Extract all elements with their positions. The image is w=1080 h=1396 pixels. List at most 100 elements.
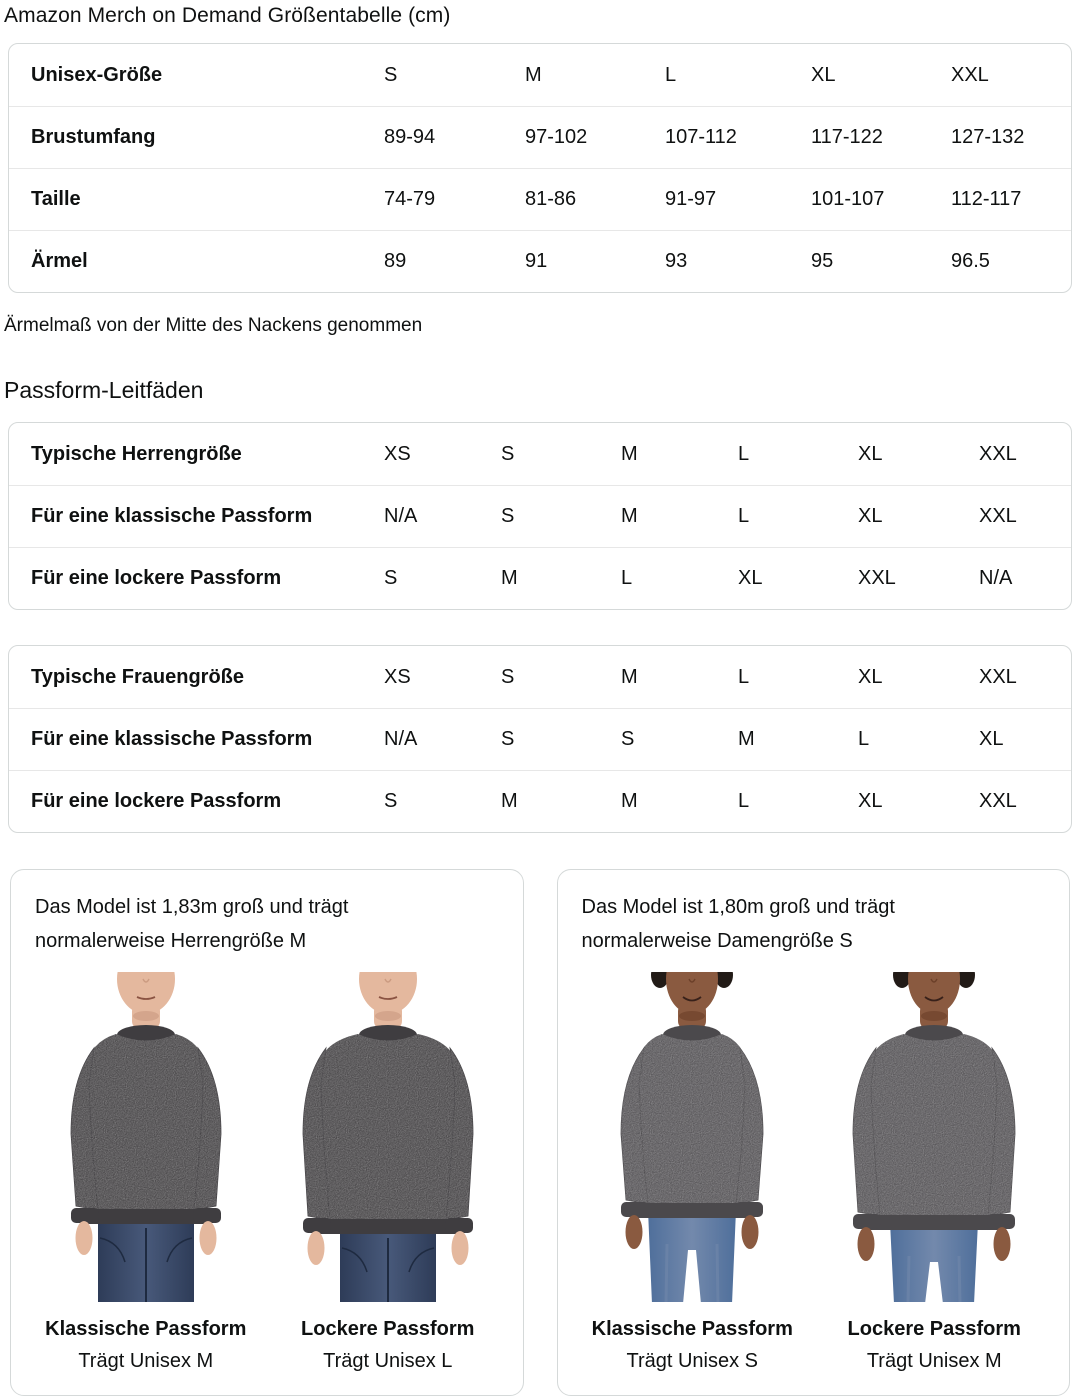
row-label: Für eine lockere Passform <box>9 547 362 609</box>
fit-table-body: Typische Frauengröße XS S M L XL XXL Für… <box>9 646 1071 832</box>
size-value-cell: XXL <box>979 665 1017 688</box>
row-label: Ärmel <box>9 230 362 292</box>
size-value-cell: XL <box>858 665 883 688</box>
model-description: Das Model ist 1,80m groß und trägt norma… <box>581 896 895 952</box>
photo-caption: Lockere Passform Trägt Unisex L <box>282 1318 494 1373</box>
fit-guides-heading: Passform-Leitfäden <box>4 377 204 403</box>
row-label: Taille <box>9 168 362 230</box>
size-value-cell: S <box>479 485 599 547</box>
size-value-cell: XS <box>384 442 411 465</box>
table-row: Für eine klassische Passform N/A S M L X… <box>9 485 1071 547</box>
row-label: Für eine lockere Passform <box>9 770 362 832</box>
model-photo <box>828 972 1041 1302</box>
photo-caption: Klassische Passform Trägt Unisex M <box>40 1318 252 1373</box>
photo-caption: Lockere Passform Trägt Unisex M <box>828 1318 1040 1373</box>
size-value-cell: S <box>501 665 515 688</box>
size-value-cell: XL <box>836 485 957 547</box>
model-cards-row: Das Model ist 1,83m groß und trägt norma… <box>10 869 1070 1396</box>
size-table-body: Unisex-Größe S M L XL XXL Brustumfang 89… <box>9 44 1071 292</box>
size-value-cell: XXL <box>957 770 1071 832</box>
table-row: Ärmel 89 91 93 95 96.5 <box>9 230 1071 292</box>
row-label: Brustumfang <box>9 106 362 168</box>
size-value-cell: M <box>716 708 836 770</box>
model-photo-illustration <box>282 972 493 1302</box>
size-value-cell: L <box>738 442 750 465</box>
size-value-cell: 81-86 <box>503 168 643 230</box>
size-value-cell: 97-102 <box>503 106 643 168</box>
size-value-cell: S <box>599 708 716 770</box>
size-value-cell: XL <box>716 547 836 609</box>
size-value-cell: 101-107 <box>789 168 929 230</box>
size-value-cell: M <box>599 770 716 832</box>
size-column-header: XL <box>811 63 836 86</box>
table-row: Typische Frauengröße XS S M L XL XXL <box>9 646 1071 708</box>
table-row: Typische Herrengröße XS S M L XL XXL <box>9 423 1071 485</box>
size-column-header: XXL <box>951 63 989 86</box>
model-description: Das Model ist 1,83m groß und trägt norma… <box>35 896 349 952</box>
worn-size-label: Trägt Unisex M <box>866 1350 1002 1372</box>
size-value-cell: XXL <box>836 547 957 609</box>
size-value-cell: N/A <box>957 547 1071 609</box>
womens-fit-table-section: Typische Frauengröße XS S M L XL XXL Für… <box>8 645 1072 833</box>
row-label: Unisex-Größe <box>31 63 163 86</box>
size-column-header: L <box>665 63 677 86</box>
size-value-cell: XL <box>858 442 883 465</box>
model-photo-figure: Lockere Passform Trägt Unisex M <box>828 972 1041 1373</box>
size-value-cell: L <box>716 770 836 832</box>
size-value-cell: 96.5 <box>929 230 1071 292</box>
model-photo <box>281 972 494 1302</box>
size-value-cell: L <box>599 547 716 609</box>
model-card: Das Model ist 1,83m groß und trägt norma… <box>10 869 524 1396</box>
size-value-cell: L <box>738 665 750 688</box>
size-value-cell: 95 <box>789 230 929 292</box>
size-value-cell: 112-117 <box>929 168 1071 230</box>
size-value-cell: S <box>362 770 479 832</box>
size-value-cell: M <box>599 485 716 547</box>
worn-size-label: Trägt Unisex S <box>626 1350 759 1372</box>
size-value-cell: 93 <box>643 230 789 292</box>
size-value-cell: N/A <box>362 708 479 770</box>
fit-table-body: Typische Herrengröße XS S M L XL XXL Für… <box>9 423 1071 609</box>
size-value-cell: 91 <box>503 230 643 292</box>
model-card: Das Model ist 1,80m groß und trägt norma… <box>556 869 1070 1396</box>
sleeve-measure-note: Ärmelmaß von der Mitte des Nackens genom… <box>4 315 423 336</box>
row-label: Für eine klassische Passform <box>9 485 362 547</box>
worn-size-label: Trägt Unisex L <box>323 1350 453 1372</box>
size-value-cell: 89 <box>362 230 503 292</box>
unisex-size-table: Unisex-Größe S M L XL XXL Brustumfang 89… <box>8 43 1072 293</box>
size-table-header-row: Unisex-Größe S M L XL XXL <box>9 44 1071 106</box>
size-value-cell: XS <box>384 665 411 688</box>
model-photo <box>586 972 799 1302</box>
model-photo-illustration <box>40 972 251 1302</box>
fit-table: Typische Frauengröße XS S M L XL XXL Für… <box>8 645 1072 833</box>
model-photo-figure: Klassische Passform Trägt Unisex S <box>586 972 799 1373</box>
row-label: Für eine klassische Passform <box>9 708 362 770</box>
size-value-cell: M <box>621 665 638 688</box>
page-title: Amazon Merch on Demand Größentabelle (cm… <box>4 4 451 27</box>
model-photo-illustration <box>829 972 1040 1302</box>
table-row: Für eine lockere Passform S M L XL XXL N… <box>9 547 1071 609</box>
size-value-cell: M <box>621 442 638 465</box>
model-photo <box>39 972 252 1302</box>
size-value-cell: 117-122 <box>789 106 929 168</box>
table-row: Brustumfang 89-94 97-102 107-112 117-122… <box>9 106 1071 168</box>
model-photo-figure: Lockere Passform Trägt Unisex L <box>281 972 494 1373</box>
table-row: Taille 74-79 81-86 91-97 101-107 112-117 <box>9 168 1071 230</box>
size-value-cell: M <box>479 547 599 609</box>
size-value-cell: L <box>836 708 957 770</box>
size-value-cell: 91-97 <box>643 168 789 230</box>
fit-style-label: Klassische Passform <box>591 1318 793 1340</box>
model-photo-figure: Klassische Passform Trägt Unisex M <box>39 972 252 1373</box>
size-value-cell: L <box>716 485 836 547</box>
size-value-cell: XL <box>957 708 1071 770</box>
size-value-cell: M <box>479 770 599 832</box>
size-value-cell: N/A <box>362 485 479 547</box>
row-label: Typische Herrengröße <box>31 442 242 465</box>
size-value-cell: S <box>362 547 479 609</box>
table-row: Für eine lockere Passform S M M L XL XXL <box>9 770 1071 832</box>
fit-style-label: Lockere Passform <box>847 1318 1021 1340</box>
size-value-cell: S <box>501 442 515 465</box>
worn-size-label: Trägt Unisex M <box>78 1350 214 1372</box>
model-photos-row: Klassische Passform Trägt Unisex S <box>578 972 1050 1373</box>
model-photos-row: Klassische Passform Trägt Unisex M <box>31 972 503 1373</box>
